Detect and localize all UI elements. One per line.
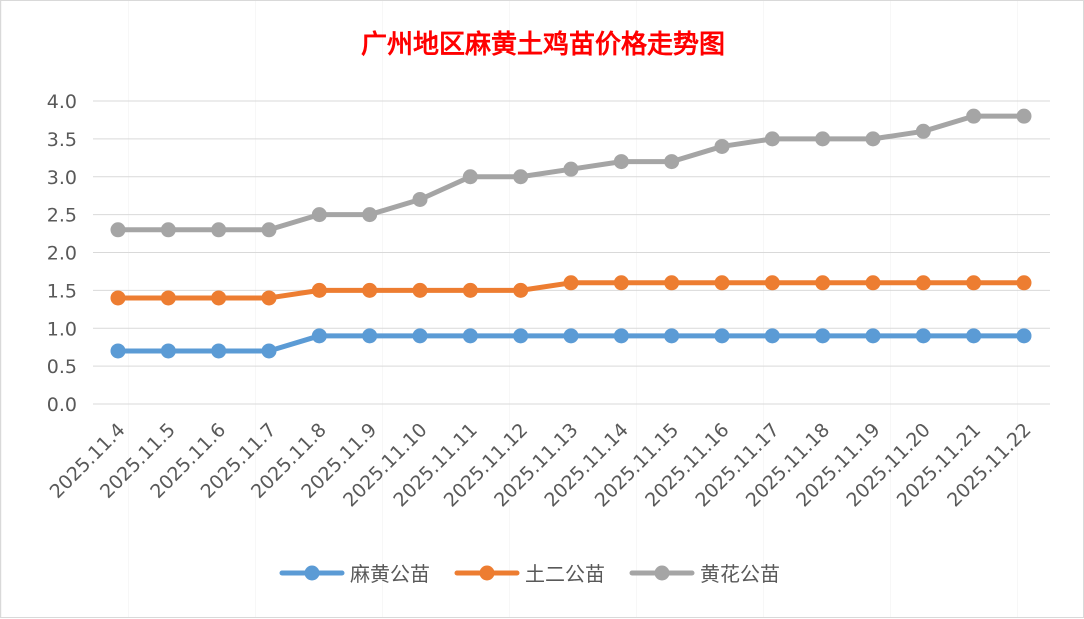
grid-lines — [93, 100, 1050, 405]
data-point — [311, 207, 327, 223]
data-point — [563, 161, 579, 177]
data-point — [563, 275, 579, 291]
data-point — [714, 328, 730, 344]
y-axis-ticks: 0.0 0.5 1.0 1.5 2.0 2.5 3.0 3.5 4.0 — [47, 91, 77, 416]
legend-item: 黄花公苗 — [629, 562, 780, 586]
data-point — [664, 154, 680, 170]
data-point — [764, 131, 780, 147]
data-point — [915, 275, 931, 291]
y-tick-label: 1.5 — [47, 280, 77, 302]
data-point — [714, 275, 730, 291]
data-point — [211, 343, 227, 359]
y-tick-label: 2.5 — [47, 205, 77, 227]
data-point — [211, 290, 227, 306]
legend-item: 土二公苗 — [454, 562, 605, 586]
data-point — [513, 169, 529, 185]
data-point — [513, 282, 529, 298]
legend-label: 黄花公苗 — [700, 562, 780, 586]
data-point — [362, 207, 378, 223]
data-point — [865, 328, 881, 344]
data-point — [966, 275, 982, 291]
data-point — [563, 328, 579, 344]
legend-swatch-marker — [654, 565, 670, 581]
data-point — [613, 154, 629, 170]
data-point — [311, 328, 327, 344]
data-point — [613, 275, 629, 291]
data-point — [613, 328, 629, 344]
data-point — [110, 343, 126, 359]
data-point — [362, 282, 378, 298]
chart-title: 广州地区麻黄土鸡苗价格走势图 — [361, 29, 725, 60]
data-point — [462, 282, 478, 298]
y-tick-label: 3.5 — [47, 129, 77, 151]
data-point — [966, 108, 982, 124]
legend: 麻黄公苗 土二公苗 黄花公苗 — [279, 562, 780, 586]
y-tick-label: 2.0 — [47, 243, 77, 265]
data-point — [211, 222, 227, 238]
data-point — [110, 290, 126, 306]
legend-item: 麻黄公苗 — [279, 562, 430, 586]
data-point — [412, 328, 428, 344]
data-point — [664, 328, 680, 344]
data-point — [160, 343, 176, 359]
series-3 — [110, 108, 1032, 238]
legend-label: 麻黄公苗 — [350, 562, 430, 586]
data-point — [462, 328, 478, 344]
data-point — [311, 282, 327, 298]
data-point — [261, 343, 277, 359]
y-tick-label: 0.0 — [47, 394, 77, 416]
legend-swatch-marker — [304, 565, 320, 581]
data-point — [764, 275, 780, 291]
data-point — [664, 275, 680, 291]
data-point — [1016, 275, 1032, 291]
data-point — [815, 131, 831, 147]
series-1 — [110, 328, 1032, 359]
data-point — [915, 328, 931, 344]
data-point — [865, 131, 881, 147]
y-tick-label: 3.0 — [47, 167, 77, 189]
data-point — [513, 328, 529, 344]
data-point — [160, 290, 176, 306]
legend-swatch-marker — [479, 565, 495, 581]
data-point — [915, 123, 931, 139]
data-point — [412, 191, 428, 207]
data-point — [412, 282, 428, 298]
data-point — [1016, 108, 1032, 124]
data-point — [815, 275, 831, 291]
data-point — [261, 290, 277, 306]
data-point — [462, 169, 478, 185]
data-point — [1016, 328, 1032, 344]
x-axis-ticks: 2025.11.42025.11.52025.11.62025.11.72025… — [46, 419, 1036, 511]
data-point — [160, 222, 176, 238]
data-point — [362, 328, 378, 344]
data-point — [714, 138, 730, 154]
data-point — [865, 275, 881, 291]
series-2 — [110, 275, 1032, 306]
y-tick-label: 4.0 — [47, 91, 77, 113]
data-point — [261, 222, 277, 238]
data-point — [110, 222, 126, 238]
data-point — [764, 328, 780, 344]
y-tick-label: 1.0 — [47, 318, 77, 340]
series-layer — [110, 108, 1032, 359]
y-tick-label: 0.5 — [47, 356, 77, 378]
data-point — [815, 328, 831, 344]
legend-label: 土二公苗 — [525, 562, 605, 586]
data-point — [966, 328, 982, 344]
